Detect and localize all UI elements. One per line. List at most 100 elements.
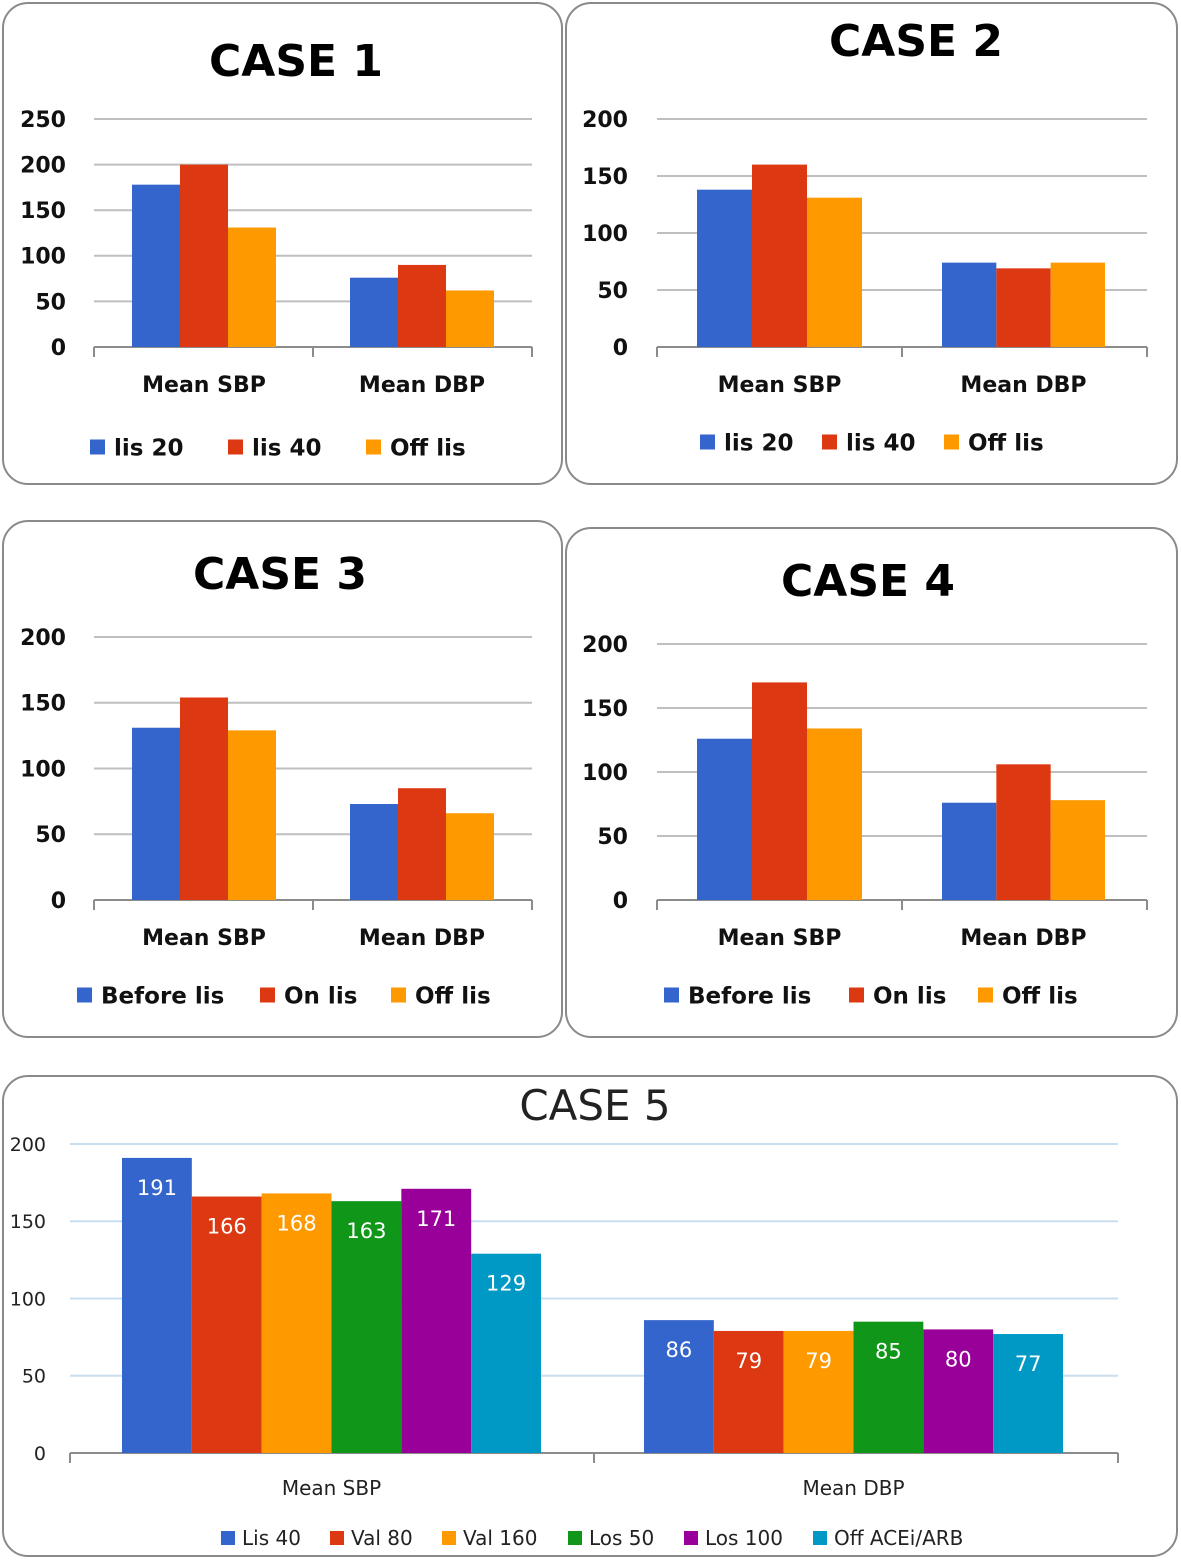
legend-swatch [849, 987, 864, 1003]
legend-label: Off lis [1002, 983, 1078, 1009]
legend-label: Off lis [390, 435, 466, 461]
x-category-label: Mean SBP [718, 373, 842, 398]
legend-swatch [260, 987, 275, 1003]
x-category-label: Mean SBP [282, 1476, 381, 1500]
bar [122, 1157, 192, 1453]
legend-swatch [813, 1531, 827, 1545]
x-category-label: Mean DBP [960, 926, 1086, 951]
legend-swatch [822, 434, 837, 450]
bar [1050, 262, 1105, 347]
legend-label: lis 40 [846, 430, 915, 456]
y-tick-label: 100 [20, 757, 66, 782]
bar [350, 804, 398, 900]
bar [697, 189, 752, 347]
bar [180, 697, 228, 900]
chart-panel-case-5: CASE 5 0 50 100 150 200 191 166 168 163 171 129 Mean… [2, 1075, 1178, 1557]
chart-case-3: CASE 3 0 50 100 150 200 Mean SBP Mean DBP Before… [20, 549, 533, 1009]
y-tick-label: 150 [582, 697, 628, 722]
chart-case-4: CASE 4 0 50 100 150 200 Mean SBP Mean DBP Before… [582, 556, 1148, 1009]
legend-swatch [228, 439, 243, 455]
legend-label: Before lis [101, 983, 224, 1009]
y-tick-label: 100 [582, 222, 628, 247]
y-tick-label: 150 [582, 165, 628, 190]
bar [398, 788, 446, 900]
legend-swatch [684, 1531, 698, 1545]
bar [942, 262, 997, 347]
chart-panel-case-3: CASE 3 0 50 100 150 200 Mean SBP Mean DBP Before… [2, 520, 563, 1038]
bar [783, 1330, 854, 1453]
y-tick-label: 250 [20, 108, 66, 133]
x-category-label: Mean SBP [142, 926, 266, 951]
y-tick-label: 200 [582, 633, 628, 658]
bar [713, 1330, 784, 1453]
bar [180, 164, 228, 347]
y-tick-label: 200 [20, 154, 66, 179]
y-tick-label: 100 [10, 1288, 46, 1310]
chart-case-2: CASE 2 0 50 100 150 200 Mean SBP Mean DBP lis 20… [582, 16, 1148, 456]
bar [471, 1253, 541, 1453]
data-label: 85 [875, 1340, 902, 1364]
legend-label: On lis [284, 983, 357, 1009]
bar [697, 738, 752, 900]
data-label: 129 [486, 1272, 526, 1296]
y-tick-label: 0 [613, 889, 628, 914]
legend-label: Before lis [688, 983, 811, 1009]
legend-label: Los 50 [589, 1526, 654, 1550]
legend-swatch [77, 987, 92, 1003]
bar [228, 730, 276, 900]
data-label: 171 [416, 1207, 456, 1231]
y-tick-label: 100 [582, 761, 628, 786]
legend-swatch [568, 1531, 582, 1545]
y-tick-label: 200 [20, 626, 66, 651]
bar [401, 1188, 472, 1453]
bar [331, 1201, 402, 1453]
chart-title: CASE 3 [193, 549, 367, 600]
y-tick-label: 50 [35, 823, 66, 848]
chart-title: CASE 4 [781, 556, 955, 607]
y-tick-label: 0 [34, 1443, 46, 1465]
chart-title: CASE 1 [209, 36, 383, 87]
bar [923, 1329, 994, 1453]
data-label: 86 [666, 1338, 693, 1362]
bar [446, 290, 494, 347]
legend-label: Val 160 [463, 1526, 537, 1550]
data-label: 191 [137, 1176, 177, 1200]
bar [132, 727, 180, 900]
y-tick-label: 0 [613, 336, 628, 361]
bar [132, 184, 180, 347]
x-category-label: Mean SBP [142, 373, 266, 398]
y-tick-label: 50 [22, 1366, 46, 1388]
y-tick-label: 150 [20, 692, 66, 717]
legend-label: On lis [873, 983, 946, 1009]
bar [993, 1334, 1063, 1453]
chart-title: CASE 2 [829, 16, 1003, 67]
legend-swatch [978, 987, 993, 1003]
x-category-label: Mean DBP [359, 373, 485, 398]
chart-title: CASE 5 [519, 1081, 670, 1130]
data-label: 168 [277, 1211, 317, 1235]
data-label: 80 [945, 1347, 972, 1371]
legend-label: Off lis [415, 983, 491, 1009]
y-tick-label: 150 [10, 1211, 46, 1233]
legend-label: Los 100 [705, 1526, 783, 1550]
data-label: 79 [735, 1349, 762, 1373]
legend-swatch [944, 434, 959, 450]
bar [996, 268, 1051, 347]
x-category-label: Mean DBP [359, 926, 485, 951]
data-label: 77 [1015, 1352, 1042, 1376]
y-tick-label: 50 [597, 825, 628, 850]
bar [807, 197, 862, 347]
legend-label: lis 20 [724, 430, 793, 456]
legend-label: Val 80 [351, 1526, 413, 1550]
x-category-label: Mean DBP [802, 1476, 904, 1500]
legend-swatch [90, 439, 105, 455]
y-tick-label: 200 [10, 1134, 46, 1156]
legend-label: Off lis [968, 430, 1044, 456]
legend-label: lis 20 [114, 435, 183, 461]
bar [1050, 800, 1105, 900]
bar [853, 1321, 924, 1453]
legend-label: lis 40 [252, 435, 321, 461]
data-label: 166 [207, 1215, 247, 1239]
chart-panel-case-4: CASE 4 0 50 100 150 200 Mean SBP Mean DBP Before… [565, 527, 1178, 1038]
chart-case-5: CASE 5 0 50 100 150 200 191 166 168 163 171 129 Mean… [10, 1081, 1119, 1550]
